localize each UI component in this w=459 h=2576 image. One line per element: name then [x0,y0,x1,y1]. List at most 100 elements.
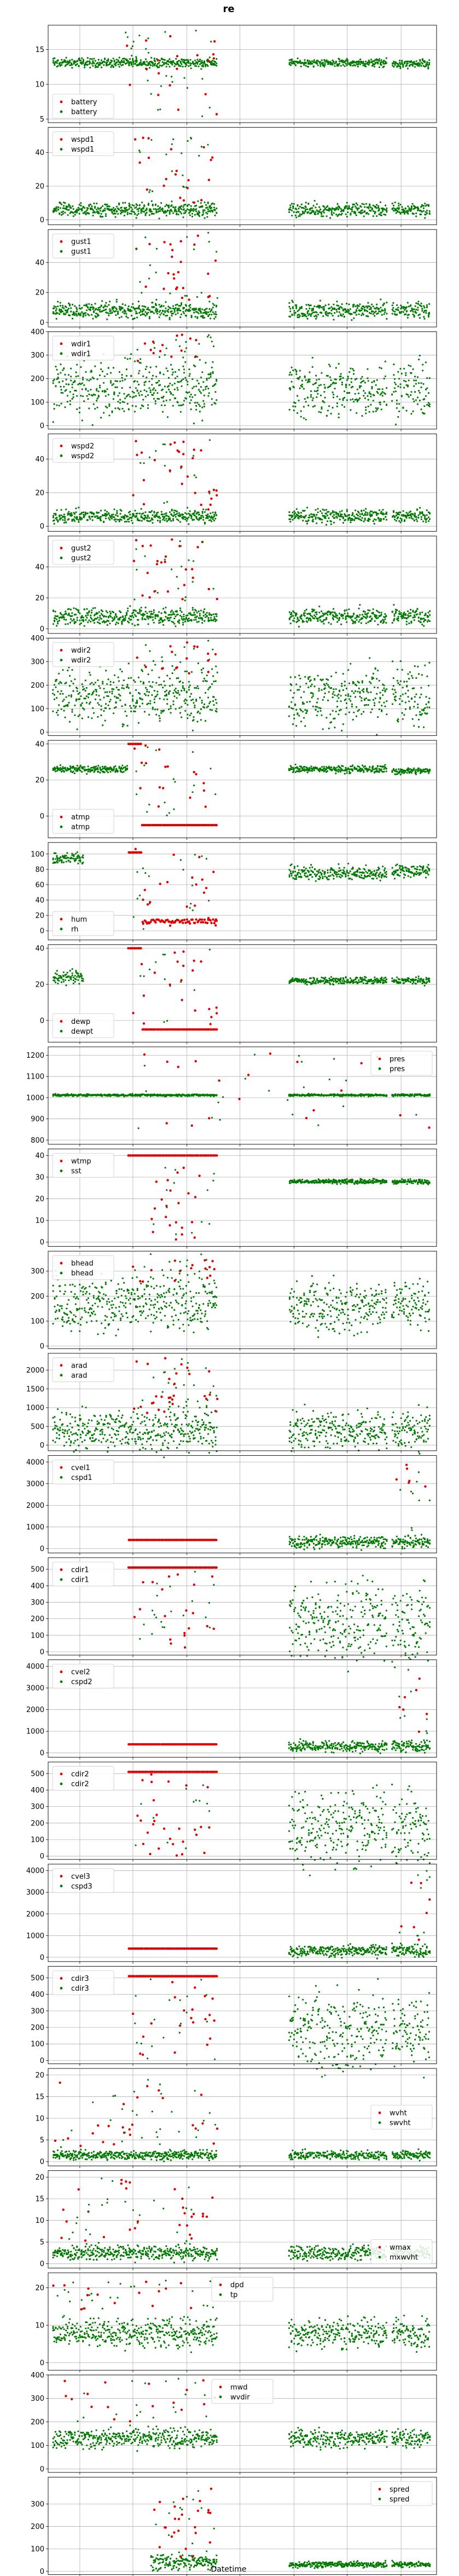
qc-point [297,61,299,63]
legend-label: battery [71,108,97,117]
qc-point [139,512,141,515]
qc-point [90,389,92,391]
qc-point [316,62,318,64]
qc-point [210,512,212,515]
qc-point [172,307,175,310]
qc-point [324,515,327,517]
qc-point [330,523,332,526]
qc-point [159,517,161,519]
qc-point [356,204,358,206]
qc-point [179,65,182,67]
qc-point [132,303,134,305]
qc-point [301,385,304,388]
qc-point [353,515,356,517]
qc-point [365,63,367,65]
qc-point [395,212,397,214]
qc-point [53,523,55,525]
qc-point [116,380,118,383]
qc-point [307,66,310,68]
qc-point [144,381,147,383]
qc-point [133,391,135,394]
qc-point [54,57,56,59]
qc-point [136,568,138,571]
qc-point [131,623,133,625]
qc-point [154,60,156,62]
qc-point [201,406,204,408]
qc-point [56,509,58,511]
qc-point [162,513,164,516]
axes-frame [48,25,437,123]
qc-point [334,312,336,314]
qc-point [201,419,204,422]
qc-point [128,203,130,205]
qc-point [65,56,67,59]
qc-point [294,516,297,518]
qc-point [392,210,395,212]
qc-point [332,618,335,620]
qc-point [327,205,329,207]
qc-point [76,616,78,619]
qc-point [57,620,59,623]
qc-point [153,57,155,60]
raw-point [191,568,194,570]
qc-point [427,392,430,394]
qc-point [421,204,423,206]
qc-point [91,304,93,306]
qc-point [176,575,178,578]
qc-point [385,621,387,624]
qc-point [190,62,192,65]
qc-point [159,206,161,209]
qc-point [365,409,367,411]
qc-point [193,455,195,457]
qc-point [328,511,330,513]
qc-point [410,413,412,415]
qc-point [70,310,72,313]
qc-point [72,205,74,208]
qc-point [193,619,195,621]
qc-point [112,514,114,516]
qc-point [53,312,55,315]
qc-point [190,205,192,207]
qc-point [133,211,135,213]
qc-point [361,510,363,512]
qc-point [355,202,357,204]
qc-point [65,623,67,625]
qc-point [355,305,357,307]
qc-point [82,60,85,62]
qc-point [213,345,215,348]
qc-point [130,375,132,377]
qc-point [165,391,167,393]
qc-point [120,611,122,613]
qc-point [70,376,72,378]
raw-point [211,156,214,159]
qc-point [182,174,184,176]
qc-point [78,57,80,60]
qc-point [353,303,355,306]
qc-point [118,66,120,68]
qc-point [312,518,314,521]
qc-point [81,57,83,59]
qc-point [100,618,102,620]
qc-point [146,366,148,368]
qc-point [104,213,107,215]
qc-point [133,205,135,207]
qc-point [321,518,323,521]
qc-point [169,399,171,401]
qc-point [167,60,170,62]
qc-point [397,617,399,620]
qc-point [125,62,128,64]
qc-point [112,367,114,369]
qc-point [117,622,119,624]
qc-point [376,215,378,217]
qc-point [306,621,309,623]
qc-point [181,205,183,207]
qc-point [170,364,172,366]
qc-point [191,378,194,381]
qc-point [109,615,112,618]
qc-point [420,516,422,518]
qc-point [292,60,294,62]
qc-point [146,208,148,210]
qc-point [85,210,87,212]
qc-point [334,308,336,310]
